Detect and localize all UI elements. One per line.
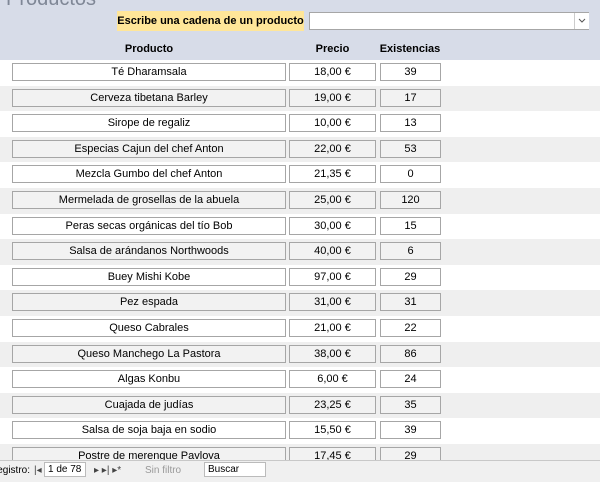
price-field[interactable]: 22,00 € bbox=[289, 139, 376, 158]
price-field[interactable]: 23,25 € bbox=[289, 395, 376, 414]
record-row: Peras secas orgánicas del tío Bob 30,00 €… bbox=[0, 213, 600, 240]
record-row: Té Dharamsala 18,00 €39 bbox=[0, 60, 600, 86]
stock-field[interactable]: 22 bbox=[380, 319, 441, 337]
nav-first[interactable]: |◂ bbox=[34, 465, 42, 476]
price-field[interactable]: 10,00 € bbox=[289, 114, 376, 133]
stock-field[interactable]: 35 bbox=[380, 395, 441, 414]
nav-filter[interactable]: Sin filtro bbox=[145, 465, 182, 476]
record-row: Especias Cajun del chef Anton 22,00 €53 bbox=[0, 136, 600, 163]
product-field[interactable]: Té Dharamsala bbox=[12, 63, 286, 81]
price-field[interactable]: 31,00 € bbox=[289, 293, 376, 312]
nav-next[interactable]: ▸ ▸| ▸* bbox=[94, 465, 122, 476]
record-row: Cerveza tibetana Barley 19,00 €17 bbox=[0, 85, 600, 112]
product-field[interactable]: Buey Mishi Kobe bbox=[12, 267, 286, 286]
price-field[interactable]: 30,00 € bbox=[289, 216, 376, 235]
price-field[interactable]: 25,00 € bbox=[289, 191, 376, 209]
record-row: Sirope de regaliz 10,00 €13 bbox=[0, 111, 600, 137]
stock-field[interactable]: 31 bbox=[380, 293, 441, 312]
stock-field[interactable]: 29 bbox=[380, 447, 441, 460]
price-field[interactable]: 6,00 € bbox=[289, 370, 376, 389]
price-field[interactable]: 18,00 € bbox=[289, 63, 376, 81]
record-row: Mezcla Gumbo del chef Anton 21,35 €0 bbox=[0, 162, 600, 188]
stock-field[interactable]: 39 bbox=[380, 421, 441, 440]
price-field[interactable]: 19,00 € bbox=[289, 88, 376, 107]
stock-field[interactable]: 15 bbox=[380, 216, 441, 235]
record-row: Postre de merengue Pavlova 17,45 € 29 bbox=[0, 444, 600, 460]
stock-field[interactable]: 86 bbox=[380, 344, 441, 363]
arrow-icon bbox=[578, 18, 586, 23]
stock-field[interactable]: 17 bbox=[380, 88, 441, 107]
product-field[interactable]: Cerveza tibetana Barley bbox=[12, 88, 286, 107]
column-header: Producto bbox=[124, 43, 174, 55]
price-field[interactable]: 97,00 € bbox=[289, 267, 376, 286]
nav-position[interactable]: 1 de 78 bbox=[44, 462, 86, 477]
price-field[interactable]: 21,00 € bbox=[289, 319, 376, 337]
product-field[interactable]: Peras secas orgánicas del tío Bob bbox=[12, 216, 286, 235]
stock-field[interactable]: 39 bbox=[380, 63, 441, 81]
record-row: Cuajada de judías 23,25 €35 bbox=[0, 392, 600, 419]
stock-field[interactable]: 29 bbox=[380, 267, 441, 286]
product-field[interactable]: Mermelada de grosellas de la abuela bbox=[12, 191, 286, 209]
record-row: Buey Mishi Kobe 97,00 €29 bbox=[0, 264, 600, 291]
record-row: Algas Konbu 6,00 €24 bbox=[0, 367, 600, 393]
stock-field[interactable]: 0 bbox=[380, 165, 441, 184]
column-header: Existencias bbox=[379, 43, 441, 55]
nav-label: Registro: bbox=[0, 465, 30, 476]
record-row: Pez espada 31,00 €31 bbox=[0, 290, 600, 316]
price-field[interactable]: 15,50 € bbox=[289, 421, 376, 440]
stock-field[interactable]: 24 bbox=[380, 370, 441, 389]
price-field[interactable]: 38,00 € bbox=[289, 344, 376, 363]
stock-field[interactable]: 13 bbox=[380, 114, 441, 133]
product-field[interactable]: Pez espada bbox=[12, 293, 286, 312]
product-field[interactable]: Postre de merengue Pavlova bbox=[12, 447, 286, 460]
record-row: Queso Cabrales 21,00 €22 bbox=[0, 316, 600, 342]
combo-dropdown[interactable] bbox=[574, 13, 589, 29]
price-field[interactable]: 17,45 € bbox=[289, 447, 376, 460]
column-header: Precio bbox=[315, 43, 350, 55]
product-field[interactable]: Queso Cabrales bbox=[12, 319, 286, 337]
product-field[interactable]: Mezcla Gumbo del chef Anton bbox=[12, 165, 286, 184]
price-field[interactable]: 40,00 € bbox=[289, 242, 376, 261]
record-row: Mermelada de grosellas de la abuela 25,00… bbox=[0, 188, 600, 214]
record-row: Salsa de soja baja en sodio 15,50 €39 bbox=[0, 418, 600, 444]
record-row: Salsa de arándanos Northwoods 40,00 €6 bbox=[0, 239, 600, 265]
stock-field[interactable]: 6 bbox=[380, 242, 441, 261]
search-combo[interactable] bbox=[309, 12, 589, 30]
product-field[interactable]: Queso Manchego La Pastora bbox=[12, 344, 286, 363]
product-field[interactable]: Sirope de regaliz bbox=[12, 114, 286, 133]
product-field[interactable]: Salsa de soja baja en sodio bbox=[12, 421, 286, 440]
price-field[interactable]: 21,35 € bbox=[289, 165, 376, 184]
record-navigator: Registro: |◂ ▸ ▸| ▸* Sin filtro bbox=[0, 460, 600, 482]
search-label: Escribe una cadena de un producto bbox=[117, 11, 304, 31]
stock-field[interactable]: 53 bbox=[380, 139, 441, 158]
stock-field[interactable]: 120 bbox=[380, 191, 441, 209]
form-header: Productos Escribe una cadena de un produ… bbox=[0, 0, 600, 60]
nav-search[interactable]: Buscar bbox=[204, 462, 266, 477]
records: Té Dharamsala 18,00 €39 Cerveza tibetana B… bbox=[0, 60, 600, 460]
record-row: Queso Manchego La Pastora 38,00 €86 bbox=[0, 341, 600, 368]
product-field[interactable]: Cuajada de judías bbox=[12, 395, 286, 414]
product-field[interactable]: Especias Cajun del chef Anton bbox=[12, 139, 286, 158]
product-field[interactable]: Algas Konbu bbox=[12, 370, 286, 389]
product-field[interactable]: Salsa de arándanos Northwoods bbox=[12, 242, 286, 261]
form-title: Productos bbox=[6, 0, 96, 11]
